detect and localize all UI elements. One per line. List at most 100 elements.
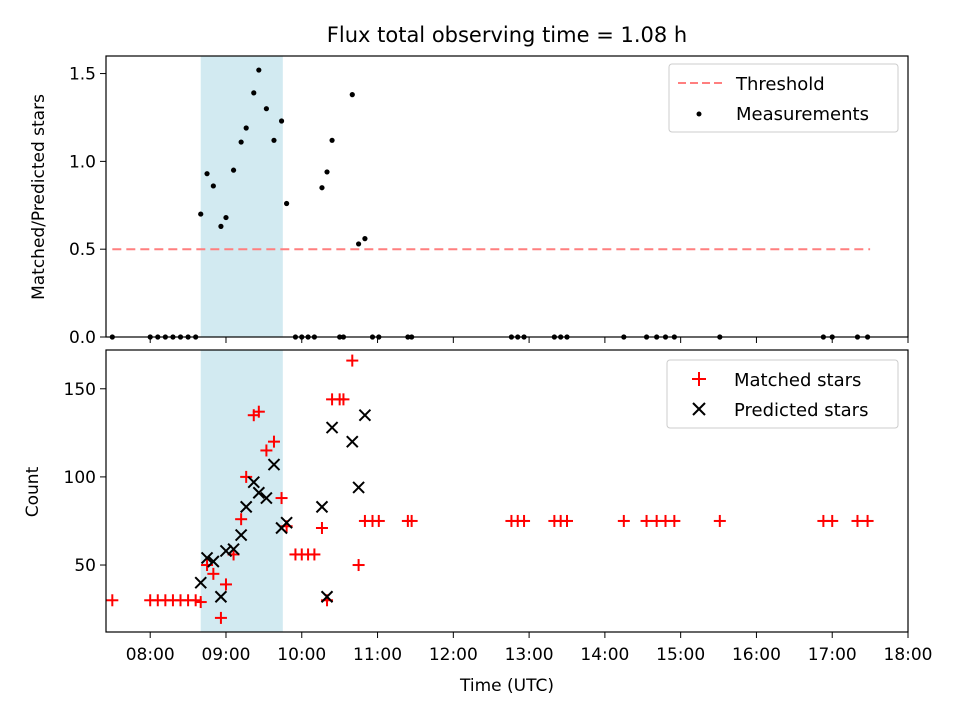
matched-star-point xyxy=(640,514,653,527)
bottom-legend-frame xyxy=(666,359,899,429)
measurement-point xyxy=(263,106,269,112)
measurements-legend-icon xyxy=(696,111,702,117)
measurement-point xyxy=(243,125,249,131)
measurement-point xyxy=(251,90,257,96)
y-tick-label: 1.5 xyxy=(69,65,96,85)
y-tick-label: 100 xyxy=(64,468,96,488)
matched-star-point xyxy=(235,513,248,526)
matched-star-point xyxy=(518,514,531,527)
predicted-star-point xyxy=(214,590,228,603)
matched-star-point xyxy=(214,611,227,624)
matched-star-point xyxy=(219,578,232,591)
matched-star-point xyxy=(372,514,385,527)
x-tick-label: 12:00 xyxy=(429,645,478,665)
matched-star-point xyxy=(267,435,280,448)
observing-interval-shading xyxy=(200,350,283,632)
threshold-legend-label: Threshold xyxy=(735,74,825,95)
chart-title: Flux total observing time = 1.08 h xyxy=(327,23,687,47)
matched-star-point xyxy=(207,567,220,580)
measurement-point xyxy=(238,139,244,145)
top-panel: 0.0 0.5 1.0 1.5 Matched/Predicted stars xyxy=(29,55,909,348)
x-tick-label: 17:00 xyxy=(808,645,857,665)
measurement-point xyxy=(218,223,224,229)
y-tick-label: 150 xyxy=(64,380,96,400)
measurement-point xyxy=(362,236,368,242)
matched-star-point xyxy=(346,354,359,367)
measurement-point xyxy=(319,185,325,191)
matched-star-point xyxy=(560,514,573,527)
matched-star-point xyxy=(826,514,839,527)
measurement-point xyxy=(271,137,277,143)
predicted-star-point xyxy=(227,542,240,556)
measurement-point xyxy=(198,211,204,217)
measurement-point xyxy=(204,171,210,177)
top-y-ticks: 0.0 0.5 1.0 1.5 xyxy=(69,65,106,348)
x-tick-label: 08:00 xyxy=(126,645,175,665)
bottom-y-ticks: 50 100 150 xyxy=(64,380,106,576)
measurement-point xyxy=(284,200,290,207)
matched-legend-label: Matched stars xyxy=(734,370,861,391)
predicted-star-point xyxy=(247,475,260,489)
matched-star-point xyxy=(352,559,365,572)
matched-star-point xyxy=(668,514,681,527)
bottom-legend: Matched stars Predicted stars xyxy=(666,359,899,429)
measurement-point xyxy=(223,214,229,221)
predicted-star-point xyxy=(252,486,266,499)
bottom-axes-frame xyxy=(105,349,909,633)
matched-star-point xyxy=(194,596,207,609)
y-tick-label: 0.0 xyxy=(69,328,96,348)
predicted-star-point xyxy=(234,528,248,542)
observing-interval-shading xyxy=(200,56,283,337)
top-axes-frame xyxy=(105,55,909,338)
predicted-star-point xyxy=(239,500,253,514)
x-tick-label: 18:00 xyxy=(884,645,933,665)
predicted-star-point xyxy=(352,481,365,494)
matched-star-point xyxy=(337,393,350,406)
x-tick-label: 14:00 xyxy=(580,645,629,665)
measurement-point xyxy=(256,67,262,73)
y-tick-label: 1.0 xyxy=(69,152,96,172)
predicted-star-point xyxy=(219,544,233,558)
predicted-star-point xyxy=(358,409,372,422)
top-x-ticks xyxy=(149,337,909,343)
predicted-star-point xyxy=(346,435,359,448)
predicted-star-point xyxy=(200,551,214,565)
matched-star-point xyxy=(275,492,288,505)
measurement-point xyxy=(210,183,216,189)
bottom-panel: 50 100 150 08:00 09:00 10:00 11:00 12:00 13:00 1… xyxy=(23,349,933,696)
measurement-point xyxy=(329,137,335,143)
measurement-point xyxy=(278,118,285,124)
measurement-point xyxy=(230,167,237,173)
y-tick-label: 0.5 xyxy=(69,240,96,260)
predicted-star-point xyxy=(260,491,273,505)
top-legend-frame xyxy=(668,63,899,133)
x-tick-label: 11:00 xyxy=(353,645,402,665)
measurements-legend-label: Measurements xyxy=(736,104,869,125)
predicted-star-point xyxy=(280,516,293,529)
measurement-point xyxy=(324,169,330,175)
matched-legend-icon xyxy=(692,372,706,386)
predicted-star-point xyxy=(315,500,329,514)
x-tick-label: 10:00 xyxy=(277,645,326,665)
matched-star-point xyxy=(851,514,864,527)
matched-star-point xyxy=(713,514,726,527)
predicted-star-point xyxy=(320,590,334,603)
x-tick-label: 13:00 xyxy=(505,645,554,665)
predicted-star-point xyxy=(207,555,220,568)
matched-star-point xyxy=(189,594,202,607)
top-y-axis-label: Matched/Predicted stars xyxy=(29,94,49,300)
predicted-legend-label: Predicted stars xyxy=(734,400,868,421)
x-tick-label: 15:00 xyxy=(656,645,705,665)
matched-star-point xyxy=(617,514,630,527)
matched-star-point xyxy=(405,514,418,527)
y-tick-label: 50 xyxy=(74,556,96,576)
predicted-star-point xyxy=(325,421,339,434)
x-axis-label: Time (UTC) xyxy=(459,676,554,696)
top-legend: Threshold Measurements xyxy=(668,63,899,133)
matched-star-point xyxy=(861,514,874,527)
x-tick-label: 16:00 xyxy=(732,645,781,665)
x-tick-label: 09:00 xyxy=(201,645,250,665)
matched-star-point xyxy=(260,444,273,457)
predicted-star-point xyxy=(194,576,207,589)
